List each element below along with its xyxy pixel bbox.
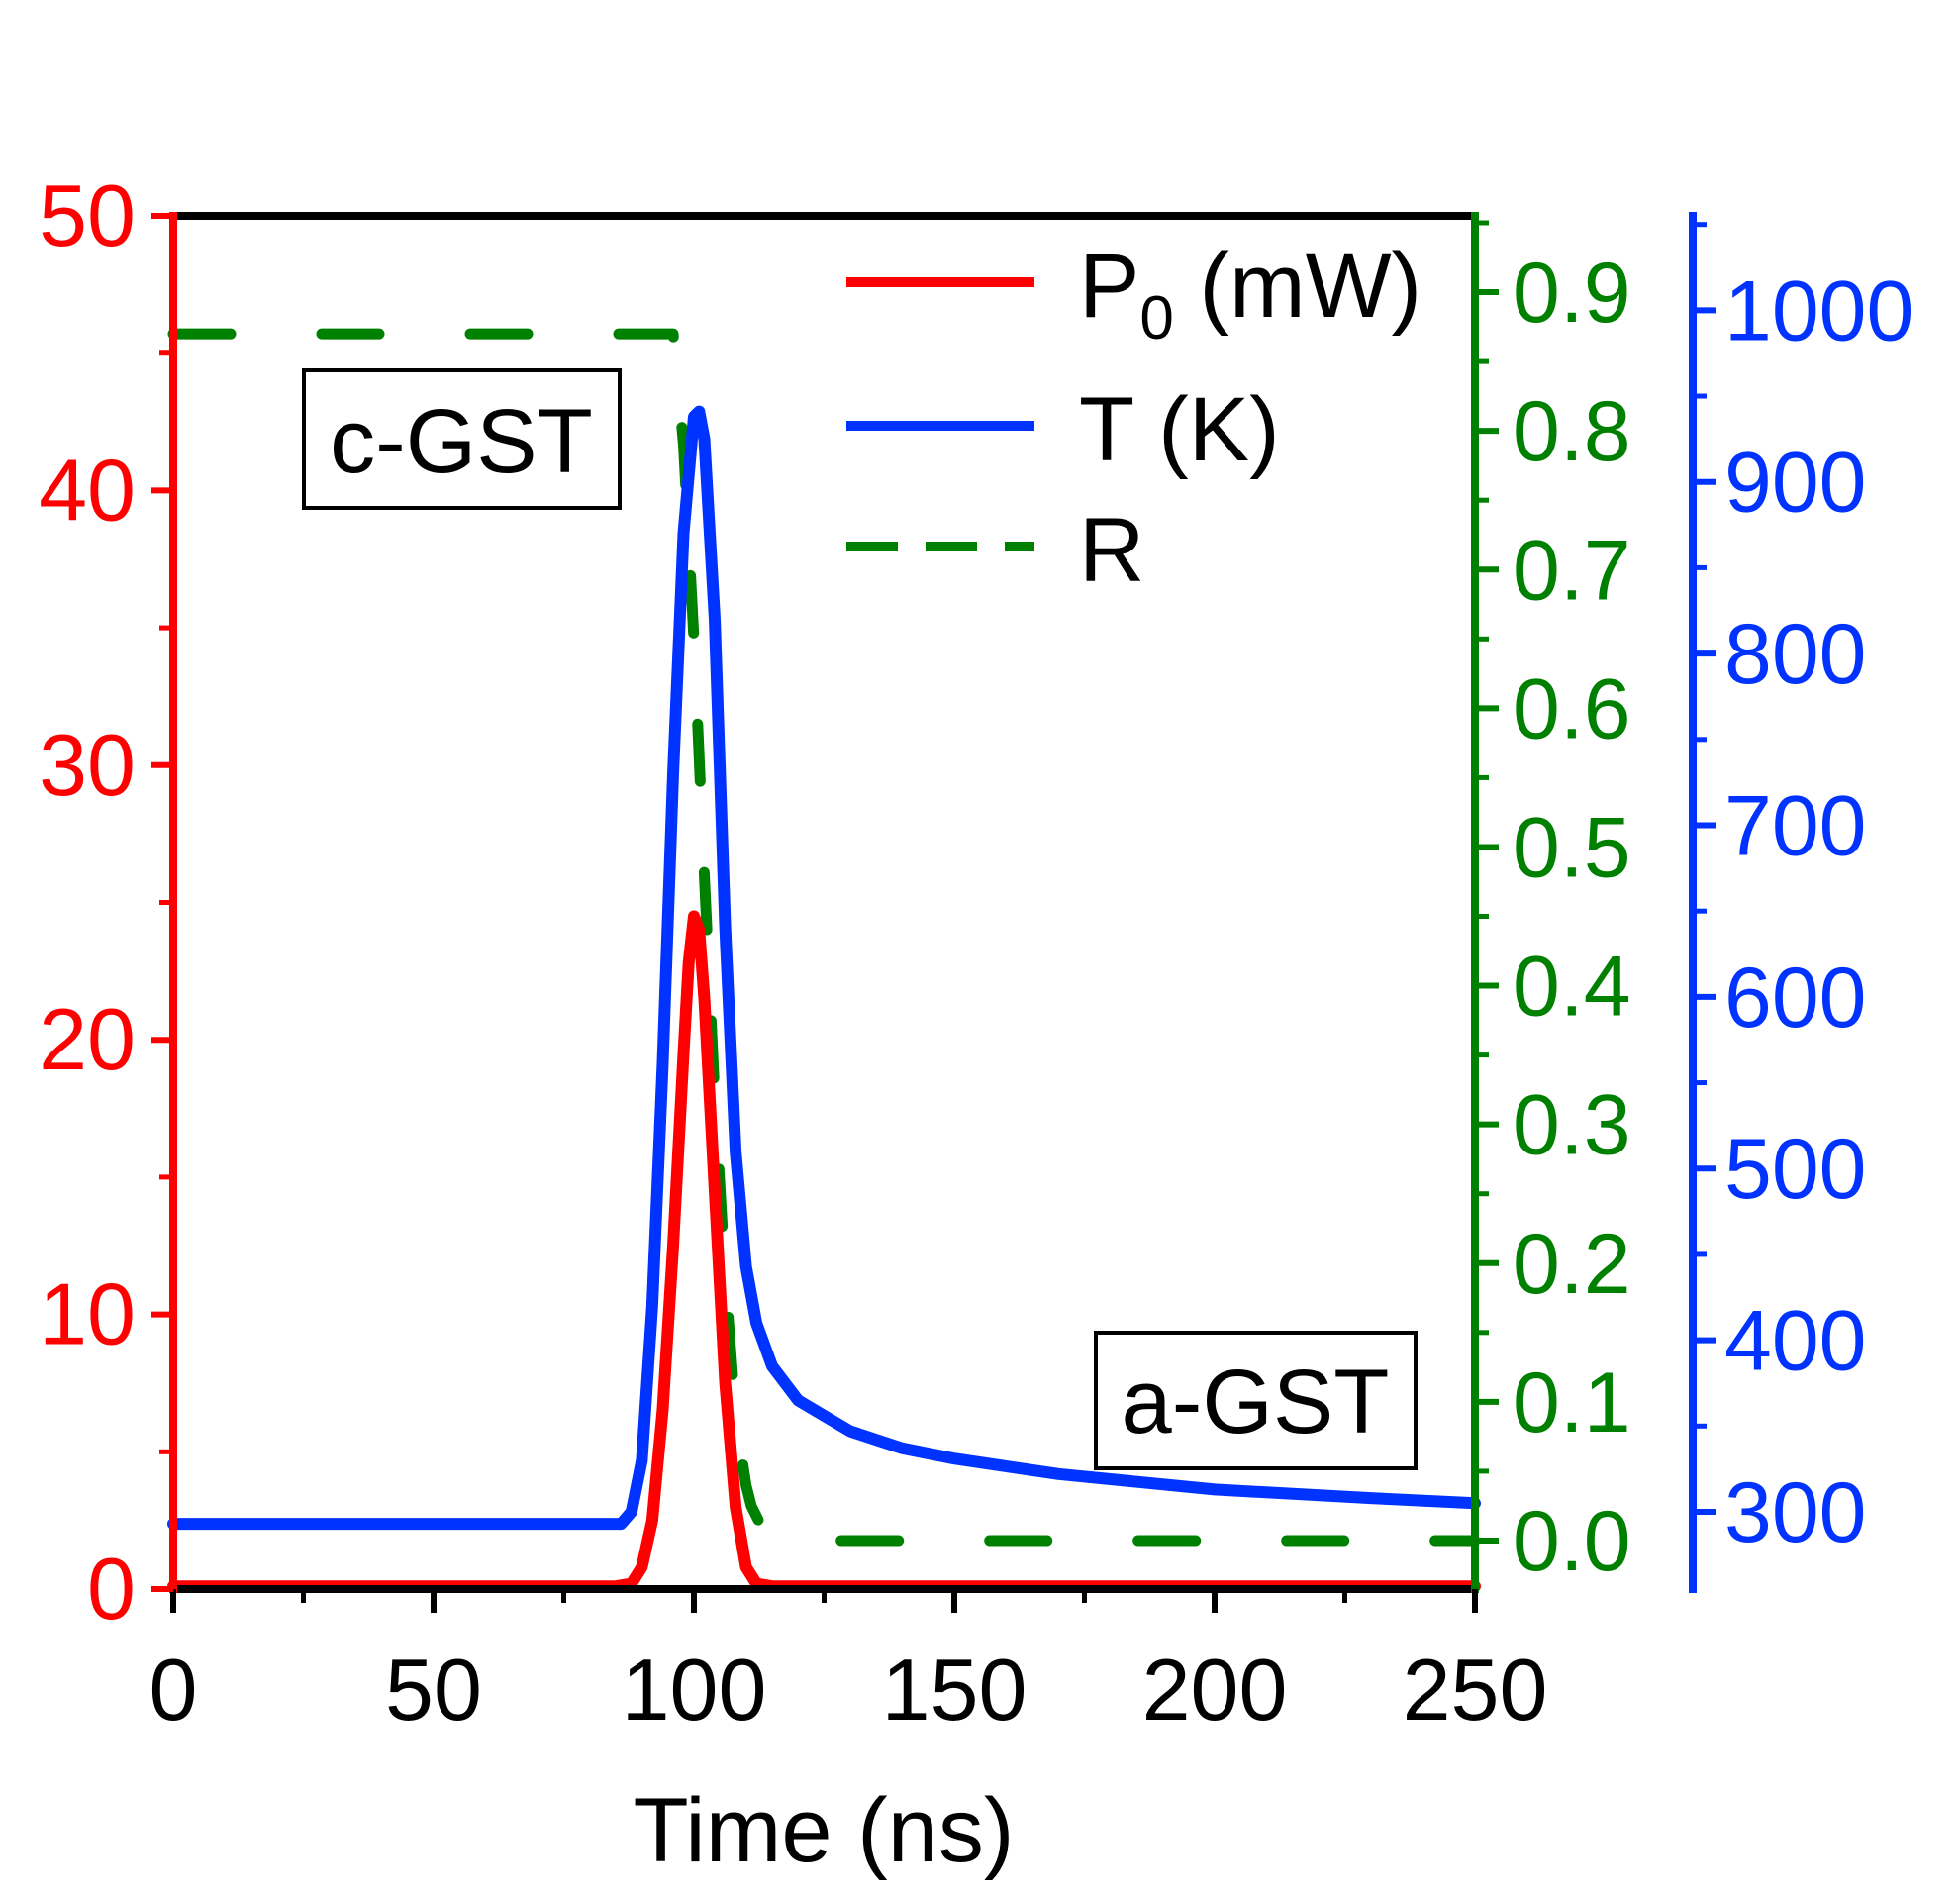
temperature-tick-label: 500: [1724, 1122, 1867, 1217]
legend-label-power: P0 (mW): [1079, 236, 1421, 352]
annotation-c-gst-text: c-GST: [330, 391, 593, 492]
reflectance-tick-label: 0.0: [1513, 1494, 1631, 1589]
legend-label-temperature: T (K): [1079, 379, 1280, 480]
power-tick-label: 40: [39, 441, 136, 539]
x-tick-label: 150: [882, 1641, 1028, 1739]
temperature-tick-label: 300: [1724, 1465, 1867, 1560]
legend-entry-power: P0 (mW): [846, 236, 1421, 352]
reflectance-tick-label: 0.9: [1513, 246, 1631, 341]
power-tick-label: 20: [39, 990, 136, 1088]
annotation-a-gst-text: a-GST: [1122, 1351, 1390, 1452]
power-series-line: [167, 910, 1481, 1593]
annotation-c-gst: c-GST: [302, 368, 622, 510]
x-tick-label: 100: [622, 1641, 767, 1739]
temperature-tick-label: 600: [1724, 950, 1867, 1046]
temperature-tick-label: 800: [1724, 607, 1867, 702]
annotation-c-gst-box: [302, 368, 622, 510]
reflectance-tick-label: 0.6: [1513, 661, 1631, 756]
reflectance-tick-label: 0.8: [1513, 384, 1631, 479]
temperature-tick-label: 400: [1724, 1294, 1867, 1389]
reflectance-tick-label: 0.7: [1513, 523, 1631, 618]
reflectance-tick-label: 0.2: [1513, 1217, 1631, 1312]
temperature-tick-label: 700: [1724, 778, 1867, 873]
legend-label-power-prefix: P: [1079, 236, 1139, 337]
annotation-a-gst: a-GST: [1094, 1331, 1418, 1470]
x-tick-label: 0: [149, 1641, 198, 1739]
legend-entry-reflectance: R: [846, 500, 1144, 601]
reflectance-tick-label: 0.1: [1513, 1355, 1631, 1451]
legend: P0 (mW) T (K) R: [846, 236, 1421, 601]
reflectance-tick-label: 0.4: [1513, 940, 1631, 1035]
temperature-tick-label: 1000: [1724, 263, 1913, 358]
legend-label-power-suffix: (mW): [1174, 236, 1421, 337]
power-tick-label: 50: [39, 166, 136, 264]
legend-label-power-subscript: 0: [1139, 284, 1173, 352]
reflectance-axis-ticks: 0.0 0.1 0.2 0.3 0.4 0.5 0.6 0.7 0.8 0.9: [1475, 220, 1631, 1589]
temperature-tick-label: 900: [1724, 436, 1867, 531]
x-axis-title: Time (ns): [633, 1780, 1014, 1881]
x-tick-label: 200: [1142, 1641, 1288, 1739]
power-tick-label: 10: [39, 1265, 136, 1363]
reflectance-tick-label: 0.5: [1513, 800, 1631, 895]
x-tick-label: 250: [1403, 1641, 1548, 1739]
x-axis-ticks: 0 50 100 150 200 250: [149, 1589, 1548, 1739]
power-tick-label: 0: [87, 1540, 136, 1638]
power-tick-label: 30: [39, 716, 136, 814]
temperature-axis-ticks: 300 400 500 600 700 800 900 1000: [1693, 222, 1913, 1560]
legend-entry-temperature: T (K): [846, 379, 1280, 480]
legend-label-reflectance: R: [1079, 500, 1144, 601]
reflectance-tick-label: 0.3: [1513, 1078, 1631, 1173]
temperature-series-line: [167, 405, 1481, 1531]
series-layer: [167, 328, 1481, 1593]
power-axis-ticks: 0 10 20 30 40 50: [39, 166, 173, 1638]
x-tick-label: 50: [385, 1641, 482, 1739]
annotation-a-gst-box: [1094, 1331, 1418, 1470]
